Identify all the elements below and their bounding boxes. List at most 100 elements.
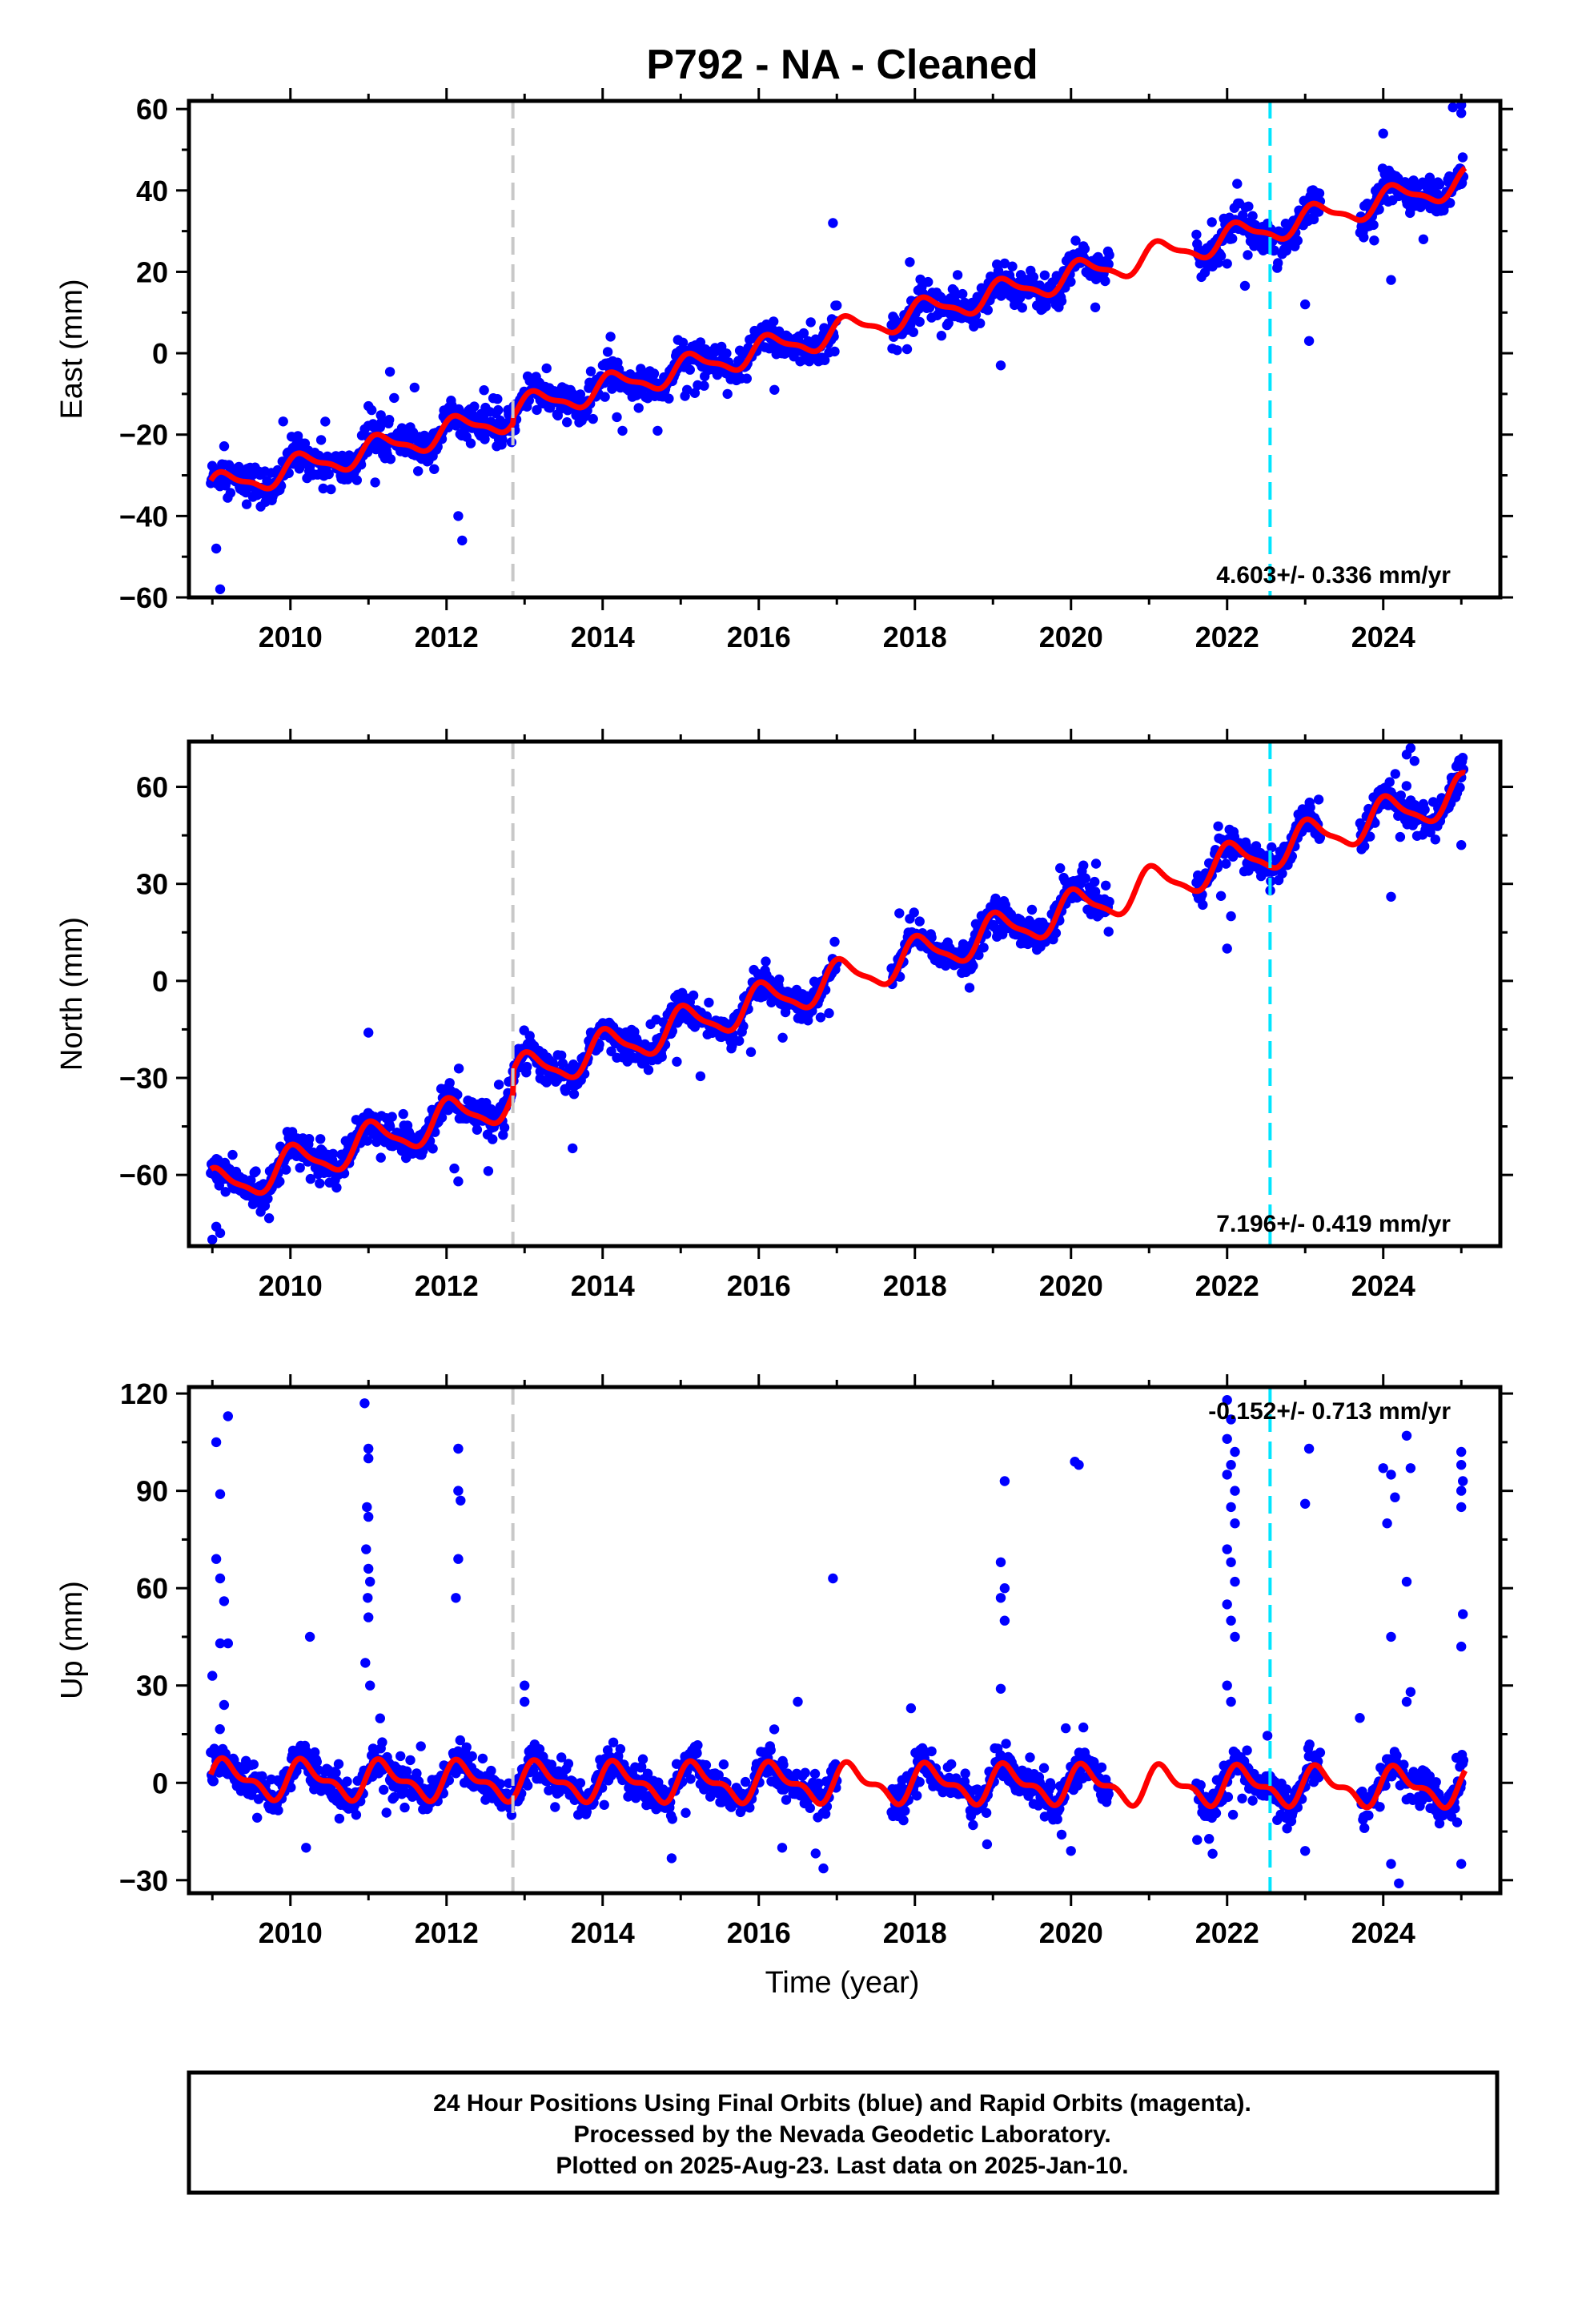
east-point — [479, 385, 489, 396]
north-point — [643, 1064, 654, 1076]
north-point — [375, 1152, 386, 1163]
up-outlier-point — [828, 1573, 838, 1584]
up-point — [215, 1724, 225, 1735]
north-point — [1457, 753, 1468, 763]
east-point — [832, 300, 842, 311]
north-point — [1313, 794, 1324, 805]
east-point — [588, 413, 598, 424]
up-y-tick-label: 0 — [152, 1767, 168, 1799]
up-outlier-point — [1458, 1476, 1468, 1486]
east-y-tick-label: −40 — [119, 500, 168, 533]
east-outlier-point — [699, 380, 709, 391]
up-outlier-point — [207, 1671, 218, 1681]
north-point — [894, 908, 905, 919]
east-point — [633, 403, 644, 413]
up-point — [960, 1768, 970, 1779]
north-point — [968, 960, 978, 971]
up-outlier-point — [1222, 1599, 1232, 1610]
up-outlier-point — [1378, 1463, 1388, 1474]
north-outlier-point — [824, 1008, 834, 1019]
north-point — [315, 1134, 326, 1144]
east-point — [892, 345, 902, 356]
north-x-tick-label: 2020 — [1039, 1269, 1103, 1302]
north-outlier-point — [363, 1027, 374, 1038]
up-y-tick-label: 120 — [120, 1377, 168, 1410]
up-outlier-point — [359, 1398, 370, 1409]
up-outlier-point — [1382, 1518, 1392, 1529]
north-point — [362, 1136, 373, 1146]
east-point — [370, 477, 380, 488]
up-point — [375, 1713, 385, 1723]
east-outlier-point — [215, 584, 226, 594]
east-point — [721, 348, 732, 359]
up-point — [1038, 1763, 1050, 1773]
east-point — [1308, 214, 1319, 225]
north-point — [327, 1148, 339, 1160]
up-point — [666, 1853, 677, 1864]
east-point — [1368, 219, 1379, 231]
north-point — [909, 907, 919, 918]
up-point — [818, 1863, 829, 1874]
east-outlier-point — [457, 535, 468, 546]
up-outlier-point — [363, 1511, 374, 1522]
up-point — [810, 1848, 821, 1859]
up-panel: 2010 2012 2014 2016 2018 2020 2022 2024−3003060… — [55, 1374, 1513, 1949]
east-point — [389, 392, 400, 404]
east-x-tick-label: 2016 — [727, 621, 791, 653]
up-point — [981, 1807, 992, 1818]
north-y-tick-label: 30 — [136, 868, 168, 901]
north-point — [281, 1164, 291, 1175]
east-point — [952, 270, 963, 280]
north-x-tick-label: 2018 — [883, 1269, 947, 1302]
north-point — [727, 1040, 737, 1051]
up-point — [1211, 1807, 1222, 1819]
east-point — [805, 317, 816, 328]
north-rate-label: 7.196+/- 0.419 mm/yr — [1216, 1211, 1451, 1237]
east-point — [1369, 235, 1379, 246]
north-point — [738, 1021, 749, 1031]
east-point — [493, 404, 504, 416]
north-point — [1103, 927, 1114, 937]
up-outlier-point — [363, 1453, 374, 1464]
up-outlier-point — [301, 1843, 311, 1853]
up-outlier-point — [1230, 1576, 1240, 1587]
north-point — [436, 1112, 448, 1123]
north-point — [499, 1122, 510, 1133]
up-outlier-point — [1386, 1631, 1396, 1642]
up-x-tick-label: 2016 — [727, 1916, 791, 1949]
north-point — [1215, 891, 1227, 902]
up-outlier-point — [363, 1443, 374, 1454]
north-outlier-point — [745, 1047, 757, 1057]
east-point — [1239, 280, 1251, 292]
up-point — [416, 1741, 426, 1751]
north-x-tick-label: 2014 — [571, 1269, 635, 1302]
north-point — [1078, 860, 1089, 870]
north-y-tick-label: −30 — [119, 1062, 168, 1095]
north-data-points — [206, 742, 1469, 1245]
up-x-tick-label: 2018 — [883, 1916, 947, 1949]
up-outlier-point — [999, 1615, 1010, 1626]
east-point — [1232, 179, 1243, 189]
east-plot-frame — [187, 99, 1503, 600]
up-point — [615, 1743, 626, 1755]
north-point — [704, 997, 714, 1008]
east-outlier-point — [574, 417, 584, 428]
east-point — [695, 337, 706, 348]
north-point — [387, 1112, 397, 1122]
up-point — [342, 1776, 352, 1787]
north-point — [1213, 821, 1223, 832]
east-point — [318, 483, 328, 494]
east-point — [1079, 243, 1090, 254]
north-outlier-point — [1456, 840, 1467, 850]
north-point — [774, 974, 785, 985]
east-outlier-point — [769, 384, 780, 395]
up-point — [1056, 1829, 1067, 1840]
up-point — [1304, 1739, 1315, 1750]
east-point — [465, 438, 476, 448]
up-outlier-point — [1390, 1492, 1400, 1502]
east-point — [585, 366, 596, 376]
up-point — [898, 1815, 909, 1826]
north-point — [568, 1143, 578, 1154]
east-point — [315, 435, 327, 445]
north-point — [557, 1058, 568, 1069]
